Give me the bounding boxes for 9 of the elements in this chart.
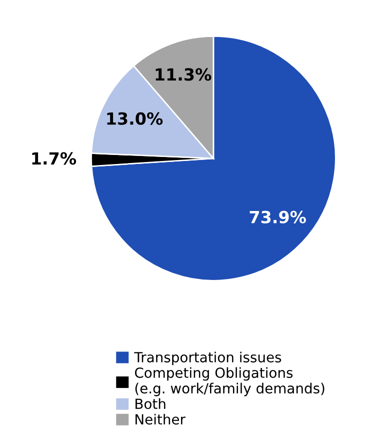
pie-slice — [90, 36, 336, 282]
legend-label: Competing Obligations (e.g. work/family demands) — [134, 367, 324, 396]
legend-label: Neither — [136, 414, 186, 425]
data-label: 11.3% — [156, 68, 212, 81]
legend-label: Transportation issues — [134, 352, 282, 366]
data-label: 73.9% — [250, 210, 306, 224]
data-label: 1.7% — [32, 152, 76, 165]
data-label: 13.0% — [107, 112, 163, 125]
legend-label: Both — [136, 398, 166, 410]
